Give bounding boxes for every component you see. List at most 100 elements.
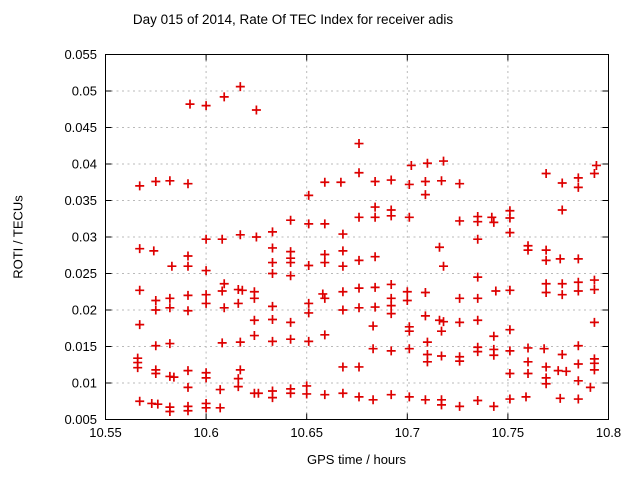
y-tick-label: 0.015 bbox=[64, 339, 97, 354]
data-point bbox=[251, 105, 261, 115]
data-point bbox=[233, 374, 243, 384]
data-point bbox=[235, 365, 245, 375]
data-point bbox=[573, 376, 583, 386]
data-point bbox=[338, 229, 348, 239]
data-point bbox=[302, 389, 312, 399]
data-point bbox=[304, 219, 314, 229]
data-point bbox=[553, 366, 563, 376]
y-tick-label: 0.025 bbox=[64, 266, 97, 281]
data-point bbox=[589, 275, 599, 285]
data-point bbox=[406, 160, 416, 170]
data-point bbox=[370, 302, 380, 312]
data-point bbox=[183, 306, 193, 316]
data-point bbox=[386, 301, 396, 311]
data-point bbox=[455, 401, 465, 411]
data-point bbox=[183, 251, 193, 261]
x-tick-label: 10.55 bbox=[89, 425, 122, 440]
data-point bbox=[541, 287, 551, 297]
data-point bbox=[267, 243, 277, 253]
data-point bbox=[201, 234, 211, 244]
data-point bbox=[165, 176, 175, 186]
data-point bbox=[338, 246, 348, 256]
data-point bbox=[320, 258, 330, 268]
data-point bbox=[368, 321, 378, 331]
data-point bbox=[267, 258, 277, 268]
data-point bbox=[473, 315, 483, 325]
data-point bbox=[573, 286, 583, 296]
data-point bbox=[253, 388, 263, 398]
data-point bbox=[217, 234, 227, 244]
data-point bbox=[589, 285, 599, 295]
data-point bbox=[183, 382, 193, 392]
data-point bbox=[505, 369, 515, 379]
data-point bbox=[354, 168, 364, 178]
data-point bbox=[201, 266, 211, 276]
data-point bbox=[541, 362, 551, 372]
data-point bbox=[473, 272, 483, 282]
data-point bbox=[487, 212, 497, 222]
data-point bbox=[557, 205, 567, 215]
data-point bbox=[555, 254, 565, 264]
x-axis-label: GPS time / hours bbox=[307, 452, 406, 467]
data-point bbox=[489, 331, 499, 341]
data-point bbox=[573, 173, 583, 183]
data-point bbox=[591, 160, 601, 170]
data-point bbox=[541, 245, 551, 255]
data-point bbox=[439, 317, 449, 327]
data-point bbox=[473, 347, 483, 357]
data-point bbox=[523, 369, 533, 379]
data-point bbox=[233, 382, 243, 392]
data-point bbox=[237, 285, 247, 295]
data-point bbox=[219, 303, 229, 313]
data-point bbox=[135, 244, 145, 254]
data-point bbox=[368, 395, 378, 405]
data-point bbox=[455, 356, 465, 366]
data-point bbox=[386, 390, 396, 400]
data-point bbox=[523, 245, 533, 255]
data-point bbox=[573, 394, 583, 404]
data-point bbox=[437, 351, 447, 361]
data-point bbox=[201, 373, 211, 383]
data-point bbox=[455, 317, 465, 327]
x-tick-label: 10.8 bbox=[596, 425, 621, 440]
data-point bbox=[541, 168, 551, 178]
data-point bbox=[151, 369, 161, 379]
data-point bbox=[437, 400, 447, 410]
x-tick-label: 10.7 bbox=[395, 425, 420, 440]
data-point bbox=[217, 286, 227, 296]
data-point bbox=[539, 344, 549, 354]
data-point bbox=[201, 403, 211, 413]
data-point bbox=[354, 392, 364, 402]
data-point bbox=[437, 176, 447, 186]
data-point bbox=[573, 182, 583, 192]
data-point bbox=[370, 177, 380, 187]
data-point bbox=[183, 261, 193, 271]
data-point bbox=[386, 211, 396, 221]
data-point bbox=[165, 303, 175, 313]
data-point bbox=[338, 305, 348, 315]
data-point bbox=[422, 158, 432, 168]
data-point bbox=[420, 177, 430, 187]
data-point bbox=[286, 388, 296, 398]
data-point bbox=[505, 394, 515, 404]
x-tick-label: 10.75 bbox=[492, 425, 525, 440]
data-point bbox=[437, 326, 447, 336]
data-point bbox=[557, 178, 567, 188]
data-point bbox=[473, 234, 483, 244]
data-point bbox=[557, 350, 567, 360]
data-point bbox=[489, 217, 499, 227]
data-point bbox=[185, 99, 195, 109]
data-point bbox=[151, 296, 161, 306]
data-point bbox=[561, 366, 571, 376]
data-point bbox=[215, 403, 225, 413]
data-point bbox=[455, 293, 465, 303]
data-point bbox=[235, 230, 245, 240]
data-point bbox=[183, 366, 193, 376]
data-point bbox=[165, 293, 175, 303]
data-point bbox=[286, 258, 296, 268]
data-point bbox=[370, 282, 380, 292]
data-point bbox=[304, 298, 314, 308]
data-point bbox=[585, 382, 595, 392]
data-point bbox=[455, 216, 465, 226]
